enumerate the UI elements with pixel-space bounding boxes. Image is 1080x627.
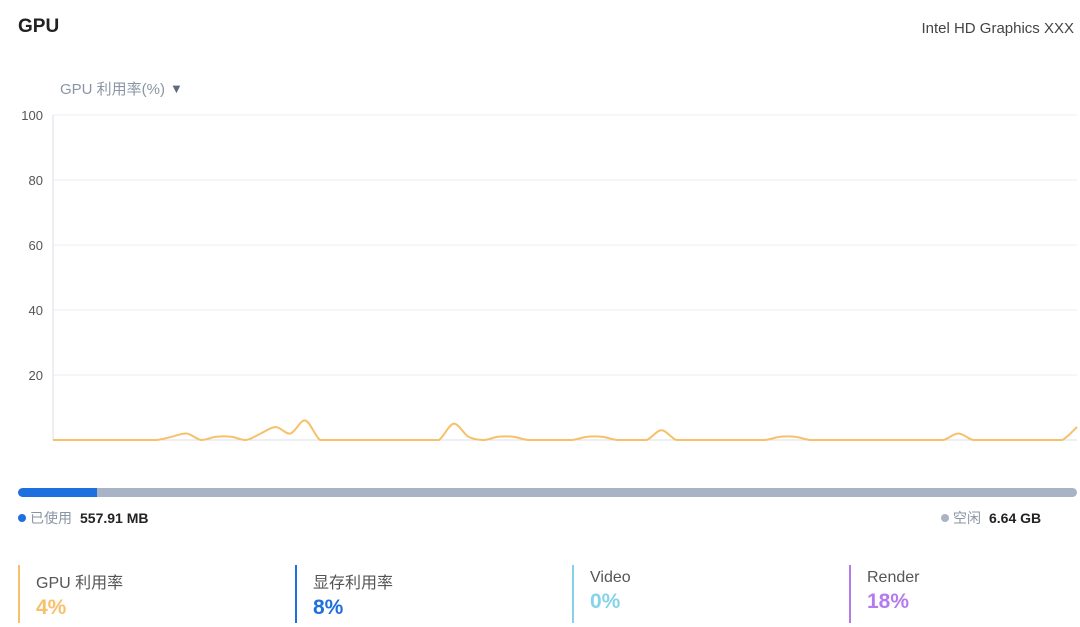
- stat-value: 4%: [36, 596, 67, 619]
- memory-used-label: 已使用: [30, 510, 72, 526]
- free-dot-icon: [941, 514, 949, 522]
- gpu-usage-chart: [52, 114, 1078, 442]
- memory-used-fill: [18, 488, 98, 497]
- stat-gpu-utilization: GPU 利用率 4%: [18, 565, 123, 623]
- used-dot-icon: [18, 514, 26, 522]
- y-tick-label: 100: [21, 108, 43, 123]
- y-tick-label: 80: [28, 173, 43, 188]
- stat-label: Render: [867, 569, 920, 586]
- caret-down-icon: ▼: [170, 81, 183, 96]
- stat-memory-utilization: 显存利用率 8%: [295, 565, 393, 623]
- memory-free-value: 6.64 GB: [989, 510, 1042, 526]
- stat-label: GPU 利用率: [36, 575, 124, 592]
- y-tick-label: 60: [28, 238, 43, 253]
- stat-label: 显存利用率: [313, 575, 394, 592]
- stat-value: 8%: [313, 596, 344, 619]
- y-tick-label: 20: [28, 368, 43, 383]
- memory-free-legend: 空闲 6.64 GB: [941, 508, 1041, 528]
- memory-free-label: 空闲: [953, 510, 981, 526]
- metric-dropdown-label: GPU 利用率(%): [60, 81, 166, 98]
- y-tick-label: 40: [28, 303, 43, 318]
- memory-used-value: 557.91 MB: [80, 510, 149, 526]
- stat-render: Render 18%: [849, 565, 919, 623]
- memory-usage-bar[interactable]: [18, 488, 1077, 497]
- stat-label: Video: [590, 569, 631, 586]
- memory-used-legend: 已使用 557.91 MB: [18, 508, 148, 528]
- gpu-usage-line: [53, 419, 1078, 442]
- gpu-model-name: Intel HD Graphics XXX: [921, 20, 1074, 37]
- stat-video: Video 0%: [572, 565, 631, 623]
- stat-value: 0%: [590, 590, 621, 613]
- page-title: GPU: [18, 16, 60, 37]
- metric-dropdown[interactable]: GPU 利用率(%) ▼: [60, 78, 183, 99]
- stat-value: 18%: [867, 590, 910, 613]
